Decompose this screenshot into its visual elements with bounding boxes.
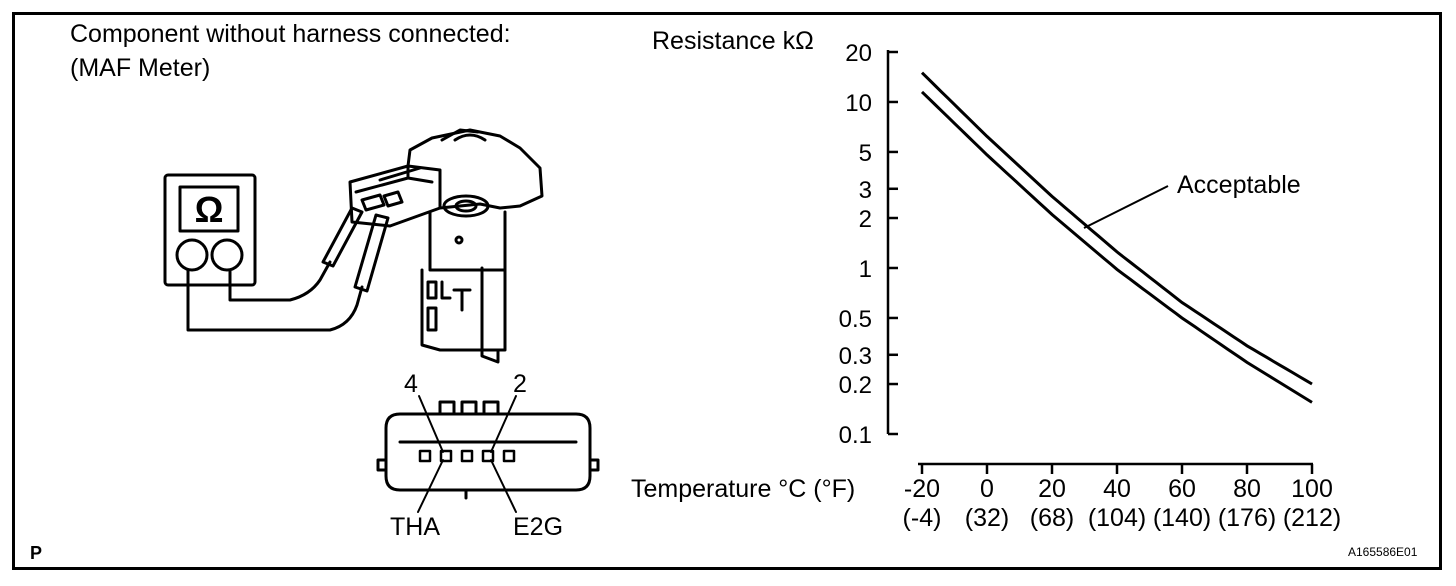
- ohmmeter-display: [178, 185, 240, 233]
- probe-upper: [321, 206, 364, 268]
- y-tick-label: 1: [859, 256, 872, 283]
- pin-number-4: 4: [404, 370, 418, 398]
- corner-mark: P: [30, 543, 43, 563]
- y-tick-label: 10: [845, 90, 872, 117]
- figure-frame: [12, 12, 1442, 570]
- ohmmeter-body: [163, 173, 257, 287]
- maf-body: [406, 128, 544, 210]
- lower-limit-curve: [920, 90, 1313, 404]
- pin-label-tha: THA: [390, 513, 440, 541]
- y-tick-label: 3: [859, 177, 872, 204]
- x-tick-label: 100: [1291, 475, 1333, 503]
- y-tick-label: 0.3: [839, 343, 872, 370]
- test-lead-lower: [186, 268, 364, 332]
- x-tick-sublabel: (212): [1283, 504, 1341, 532]
- x-tick-sublabel: (140): [1153, 504, 1211, 532]
- x-tick-sublabel: (32): [965, 504, 1009, 532]
- acceptable-leader: [1083, 185, 1169, 229]
- pin-5: [418, 449, 432, 463]
- x-tick-label: 0: [980, 475, 994, 503]
- x-tick-sublabel: (176): [1218, 504, 1276, 532]
- probe-lower: [353, 213, 390, 293]
- x-tick-label: 80: [1233, 475, 1261, 503]
- pin-label-e2g: E2G: [513, 513, 563, 541]
- pin-4: [439, 449, 453, 463]
- ohm-symbol: Ω: [195, 189, 224, 230]
- pin-2: [481, 449, 495, 463]
- upper-limit-curve: [920, 71, 1313, 386]
- x-axis-label: Temperature °C (°F): [631, 475, 855, 503]
- acceptable-annotation: Acceptable: [1177, 171, 1301, 199]
- ohmmeter-jack-left: [175, 238, 209, 272]
- pin-1: [502, 449, 516, 463]
- y-tick-label: 0.5: [839, 306, 872, 333]
- leader-4: [418, 395, 444, 453]
- y-tick-label: 20: [845, 40, 872, 67]
- y-axis-label: Resistance kΩ: [652, 27, 814, 55]
- pin-3: [460, 449, 474, 463]
- x-tick-label: 40: [1103, 475, 1131, 503]
- leader-e2g: [490, 459, 517, 513]
- maf-sensor-tip: [420, 268, 507, 352]
- leader-tha: [417, 459, 444, 513]
- y-tick-label: 0.1: [839, 422, 872, 449]
- ohmmeter-jack-right: [210, 238, 244, 272]
- y-tick-label: 5: [859, 140, 872, 167]
- y-tick-label: 2: [859, 206, 872, 233]
- test-lead-upper: [228, 260, 332, 302]
- pin-number-2: 2: [513, 370, 527, 398]
- component-caption: Component without harness connected:: [70, 20, 511, 48]
- maf-meter-illustration: Ω 4 2 THA E2G: [163, 128, 600, 541]
- x-tick-sublabel: (104): [1088, 504, 1146, 532]
- x-tick-sublabel: (68): [1030, 504, 1074, 532]
- maf-sensor-stem: [428, 210, 507, 272]
- connector-face: [384, 412, 592, 492]
- x-tick-sublabel: (-4): [903, 504, 942, 532]
- y-tick-label: 0.2: [839, 372, 872, 399]
- x-tick-label: 20: [1038, 475, 1066, 503]
- component-name: (MAF Meter): [70, 54, 211, 82]
- figure-code: A165586E01: [1348, 545, 1418, 559]
- leader-2: [490, 395, 517, 453]
- x-tick-label: 60: [1168, 475, 1196, 503]
- x-tick-label: -20: [904, 475, 940, 503]
